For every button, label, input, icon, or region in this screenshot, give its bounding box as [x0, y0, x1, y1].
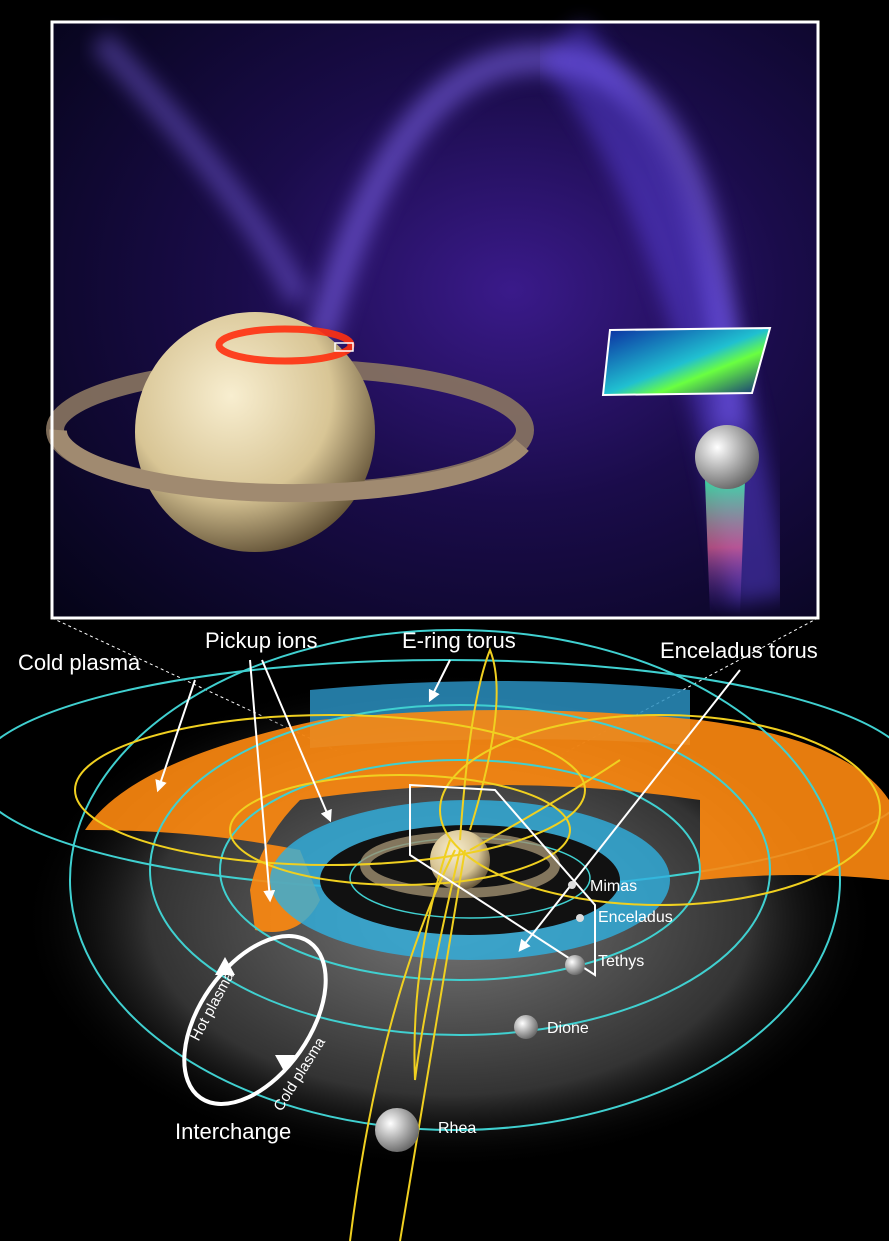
top-panel	[46, 20, 820, 620]
label: Cold plasma	[18, 650, 141, 675]
label: Enceladus torus	[660, 638, 818, 663]
moon-label: Enceladus	[598, 909, 673, 926]
moon-label: Rhea	[438, 1120, 476, 1137]
label: E-ring torus	[402, 628, 516, 653]
magnetosphere	[0, 629, 889, 1241]
moon-label: Dione	[547, 1020, 589, 1037]
moon-label: Tethys	[598, 953, 644, 970]
moon-label: Mimas	[590, 878, 637, 895]
interchange-title: Interchange	[175, 1119, 291, 1144]
label: Pickup ions	[205, 628, 318, 653]
